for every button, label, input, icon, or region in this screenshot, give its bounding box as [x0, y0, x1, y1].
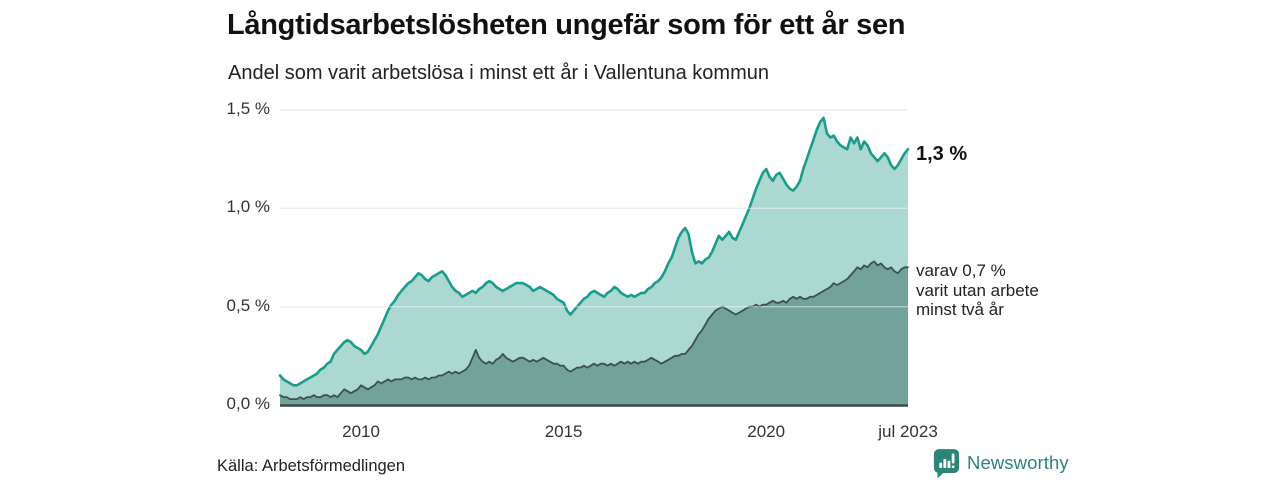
x-tick-label: 2010	[342, 422, 380, 441]
source-note: Källa: Arbetsförmedlingen	[217, 457, 406, 475]
secondary-value-label: varav 0,7 % varit utan arbete minst två …	[916, 261, 1039, 319]
newsworthy-bubble-chart-icon	[933, 448, 960, 478]
line-series-0	[278, 116, 910, 387]
newsworthy-wordmark: Newsworthy	[967, 452, 1069, 473]
y-tick-label: 0,0 %	[226, 394, 270, 413]
line-series-1	[279, 260, 909, 400]
y-tick-label: 1,5 %	[226, 99, 270, 118]
y-tick-label: 0,5 %	[226, 295, 270, 315]
chart-subtitle: Andel som varit arbetslösa i minst ett å…	[228, 62, 769, 84]
chart-title: Långtidsarbetslösheten ungefär som för e…	[227, 9, 906, 41]
x-tick-label: jul 2023	[878, 422, 938, 441]
x-tick-label: 2015	[544, 422, 583, 441]
x-tick-label: 2020	[747, 422, 786, 441]
latest-value-label: 1,3 %	[916, 143, 968, 165]
y-tick-label: 1,0 %	[226, 197, 270, 217]
newsworthy-logo[interactable]: Newsworthy	[933, 448, 1069, 478]
area-fill-series-1	[280, 261, 908, 405]
